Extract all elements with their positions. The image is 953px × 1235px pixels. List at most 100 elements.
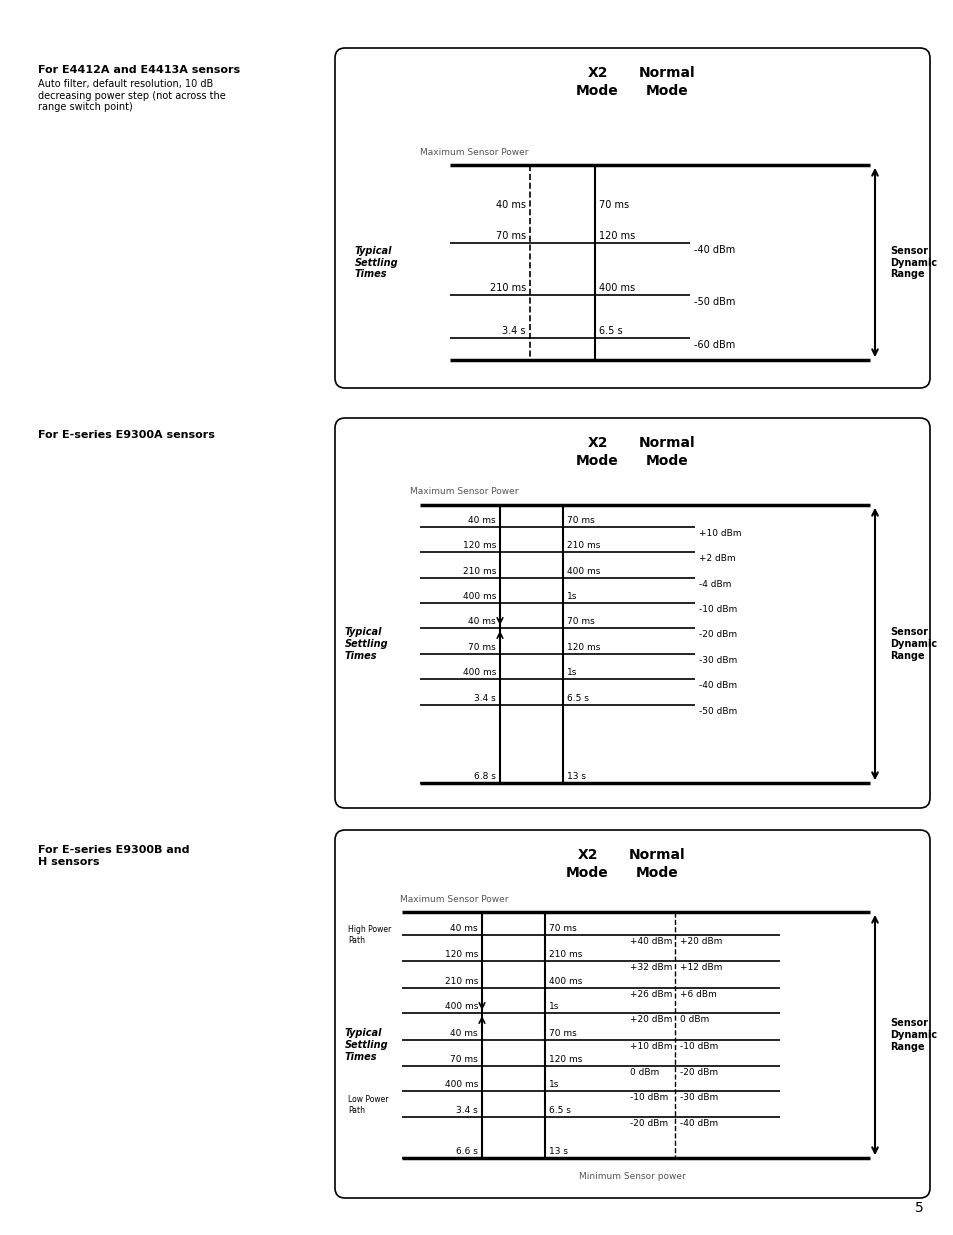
Text: 120 ms: 120 ms [548, 1055, 581, 1065]
Text: +26 dBm: +26 dBm [629, 990, 672, 999]
Text: Mode: Mode [645, 454, 688, 468]
Text: Mode: Mode [565, 866, 608, 881]
Text: 120 ms: 120 ms [444, 950, 477, 960]
Text: 210 ms: 210 ms [566, 541, 599, 550]
Text: -30 dBm: -30 dBm [699, 656, 737, 664]
Text: 6.8 s: 6.8 s [474, 772, 496, 781]
Text: Typical
Settling
Times: Typical Settling Times [345, 627, 388, 661]
Text: 3.4 s: 3.4 s [456, 1107, 477, 1115]
Text: 1s: 1s [548, 1002, 558, 1011]
Text: 70 ms: 70 ms [566, 516, 594, 525]
Text: 6.5 s: 6.5 s [548, 1107, 570, 1115]
Text: -10 dBm: -10 dBm [679, 1042, 718, 1051]
Text: For E4412A and E4413A sensors: For E4412A and E4413A sensors [38, 65, 240, 75]
Text: 13 s: 13 s [566, 772, 585, 781]
Text: Typical
Settling
Times: Typical Settling Times [355, 246, 398, 279]
Text: -20 dBm: -20 dBm [679, 1068, 718, 1077]
Text: -60 dBm: -60 dBm [693, 340, 735, 350]
FancyBboxPatch shape [335, 417, 929, 808]
Text: 70 ms: 70 ms [450, 1055, 477, 1065]
Text: -40 dBm: -40 dBm [699, 680, 737, 690]
Text: 70 ms: 70 ms [548, 924, 577, 932]
Text: 1s: 1s [566, 592, 577, 601]
Text: 3.4 s: 3.4 s [474, 694, 496, 703]
Text: For E-series E9300B and
H sensors: For E-series E9300B and H sensors [38, 845, 190, 867]
Text: 6.6 s: 6.6 s [456, 1147, 477, 1156]
Text: 40 ms: 40 ms [496, 200, 525, 210]
Text: 400 ms: 400 ms [548, 977, 581, 986]
Text: Typical
Settling
Times: Typical Settling Times [345, 1029, 388, 1062]
Text: 400 ms: 400 ms [566, 567, 599, 576]
Text: -20 dBm: -20 dBm [699, 630, 737, 638]
Text: 120 ms: 120 ms [462, 541, 496, 550]
Text: 400 ms: 400 ms [462, 592, 496, 601]
Text: -10 dBm: -10 dBm [629, 1093, 667, 1102]
Text: Mode: Mode [576, 84, 618, 98]
Text: -40 dBm: -40 dBm [693, 245, 735, 254]
Text: +2 dBm: +2 dBm [699, 555, 735, 563]
Text: Mode: Mode [645, 84, 688, 98]
Text: 1s: 1s [566, 668, 577, 677]
Text: +20 dBm: +20 dBm [629, 1015, 672, 1024]
Text: +6 dBm: +6 dBm [679, 990, 716, 999]
Text: 70 ms: 70 ms [496, 231, 525, 241]
Text: 70 ms: 70 ms [566, 618, 594, 626]
Text: +20 dBm: +20 dBm [679, 937, 721, 946]
Text: 40 ms: 40 ms [468, 618, 496, 626]
Text: -10 dBm: -10 dBm [699, 605, 737, 614]
Text: 70 ms: 70 ms [598, 200, 628, 210]
Text: +32 dBm: +32 dBm [629, 963, 672, 972]
Text: 1s: 1s [548, 1079, 558, 1089]
Text: Sensor
Dynamic
Range: Sensor Dynamic Range [889, 627, 936, 661]
Text: 210 ms: 210 ms [489, 283, 525, 293]
Text: Low Power
Path: Low Power Path [348, 1095, 388, 1115]
Text: Minimum Sensor power: Minimum Sensor power [578, 1172, 685, 1181]
Text: X2: X2 [577, 848, 598, 862]
Text: 40 ms: 40 ms [450, 924, 477, 932]
Text: 400 ms: 400 ms [598, 283, 635, 293]
FancyBboxPatch shape [335, 48, 929, 388]
Text: Sensor
Dynamic
Range: Sensor Dynamic Range [889, 246, 936, 279]
Text: -30 dBm: -30 dBm [679, 1093, 718, 1102]
Text: Normal: Normal [639, 65, 695, 80]
Text: 210 ms: 210 ms [444, 977, 477, 986]
FancyBboxPatch shape [335, 830, 929, 1198]
Text: 0 dBm: 0 dBm [629, 1068, 659, 1077]
Text: +12 dBm: +12 dBm [679, 963, 721, 972]
Text: 210 ms: 210 ms [548, 950, 581, 960]
Text: Maximum Sensor Power: Maximum Sensor Power [419, 148, 528, 157]
Text: X2: X2 [587, 436, 607, 450]
Text: 0 dBm: 0 dBm [679, 1015, 708, 1024]
Text: 120 ms: 120 ms [566, 643, 599, 652]
Text: Maximum Sensor Power: Maximum Sensor Power [399, 895, 508, 904]
Text: 70 ms: 70 ms [468, 643, 496, 652]
Text: Auto filter, default resolution, 10 dB
decreasing power step (not across the
ran: Auto filter, default resolution, 10 dB d… [38, 79, 226, 112]
Text: Mode: Mode [636, 866, 679, 881]
Text: 400 ms: 400 ms [444, 1079, 477, 1089]
Text: +10 dBm: +10 dBm [629, 1042, 672, 1051]
Text: -4 dBm: -4 dBm [699, 580, 731, 589]
Text: X2: X2 [587, 65, 607, 80]
Text: Maximum Sensor Power: Maximum Sensor Power [410, 487, 518, 496]
Text: Normal: Normal [639, 436, 695, 450]
Text: 13 s: 13 s [548, 1147, 567, 1156]
Text: 6.5 s: 6.5 s [566, 694, 588, 703]
Text: Sensor
Dynamic
Range: Sensor Dynamic Range [889, 1019, 936, 1051]
Text: High Power
Path: High Power Path [348, 925, 391, 945]
Text: For E-series E9300A sensors: For E-series E9300A sensors [38, 430, 214, 440]
Text: +40 dBm: +40 dBm [629, 937, 672, 946]
Text: 70 ms: 70 ms [548, 1029, 577, 1037]
Text: 6.5 s: 6.5 s [598, 326, 622, 336]
Text: 400 ms: 400 ms [444, 1002, 477, 1011]
Text: 210 ms: 210 ms [462, 567, 496, 576]
Text: 5: 5 [914, 1200, 923, 1215]
Text: Mode: Mode [576, 454, 618, 468]
Text: 40 ms: 40 ms [468, 516, 496, 525]
Text: Normal: Normal [629, 848, 685, 862]
Text: -50 dBm: -50 dBm [699, 706, 737, 716]
Text: 400 ms: 400 ms [462, 668, 496, 677]
Text: +10 dBm: +10 dBm [699, 529, 740, 538]
Text: -50 dBm: -50 dBm [693, 296, 735, 308]
Text: -40 dBm: -40 dBm [679, 1119, 718, 1128]
Text: 3.4 s: 3.4 s [502, 326, 525, 336]
